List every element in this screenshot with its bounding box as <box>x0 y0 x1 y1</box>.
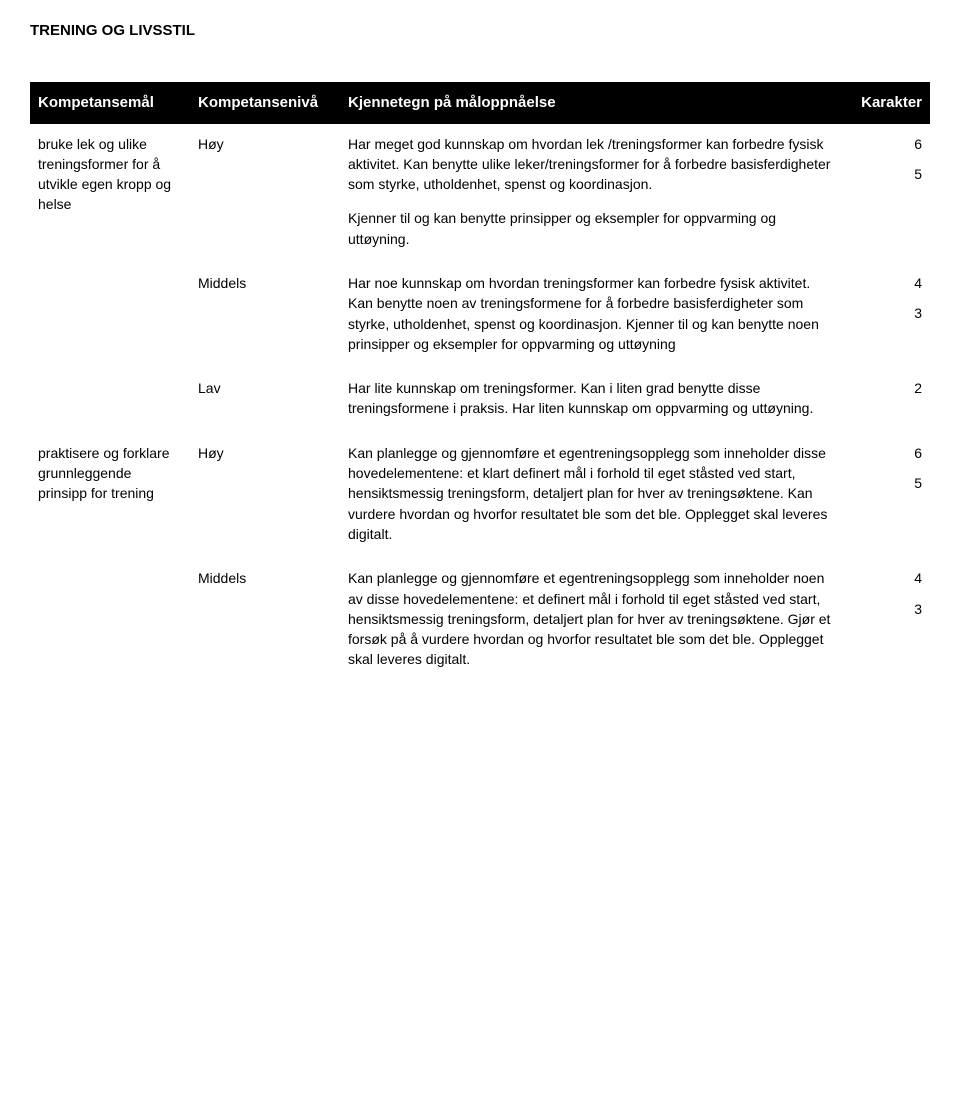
grade-value: 5 <box>848 473 922 493</box>
grade-value: 5 <box>848 164 922 184</box>
desc-para-2: Kjenner til og kan benytte prinsipper og… <box>348 210 776 246</box>
cell-grades: 4 3 <box>840 558 930 683</box>
desc-para-1: Har meget god kunnskap om hvordan lek /t… <box>348 136 830 193</box>
page-title: TRENING OG LIVSSTIL <box>30 20 930 42</box>
desc-para-1: Kan planlegge og gjennomføre et egentren… <box>348 445 827 542</box>
cell-grades: 6 5 <box>840 124 930 263</box>
header-goal: Kompetansemål <box>30 82 190 124</box>
grade-value: 3 <box>848 599 922 619</box>
grade-value: 6 <box>848 443 922 463</box>
cell-goal: praktisere og forklare grunnleggende pri… <box>30 433 190 558</box>
header-desc: Kjennetegn på måloppnåelse <box>340 82 840 124</box>
grade-value: 3 <box>848 303 922 323</box>
cell-level: Middels <box>190 558 340 683</box>
competence-table: Kompetansemål Kompetansenivå Kjennetegn … <box>30 82 930 684</box>
cell-desc: Har meget god kunnskap om hvordan lek /t… <box>340 124 840 263</box>
table-row: bruke lek og ulike treningsformer for å … <box>30 124 930 263</box>
header-level: Kompetansenivå <box>190 82 340 124</box>
table-header-row: Kompetansemål Kompetansenivå Kjennetegn … <box>30 82 930 124</box>
grade-value: 4 <box>848 273 922 293</box>
cell-grades: 6 5 <box>840 433 930 558</box>
cell-desc: Kan planlegge og gjennomføre et egentren… <box>340 558 840 683</box>
desc-para-1: Kan planlegge og gjennomføre et egentren… <box>348 570 830 667</box>
table-row: Middels Har noe kunnskap om hvordan tren… <box>30 263 930 368</box>
table-row: Middels Kan planlegge og gjennomføre et … <box>30 558 930 683</box>
cell-goal <box>30 368 190 433</box>
cell-grades: 4 3 <box>840 263 930 368</box>
grade-value: 6 <box>848 134 922 154</box>
grade-value: 2 <box>848 378 922 398</box>
cell-level: Middels <box>190 263 340 368</box>
cell-level: Høy <box>190 124 340 263</box>
cell-goal <box>30 558 190 683</box>
desc-para-1: Har noe kunnskap om hvordan treningsform… <box>348 275 819 352</box>
cell-goal: bruke lek og ulike treningsformer for å … <box>30 124 190 263</box>
cell-desc: Har lite kunnskap om treningsformer. Kan… <box>340 368 840 433</box>
header-grade: Karakter <box>840 82 930 124</box>
desc-para-1: Har lite kunnskap om treningsformer. Kan… <box>348 380 813 416</box>
cell-goal <box>30 263 190 368</box>
table-row: praktisere og forklare grunnleggende pri… <box>30 433 930 558</box>
cell-grades: 2 <box>840 368 930 433</box>
grade-value: 4 <box>848 568 922 588</box>
cell-level: Høy <box>190 433 340 558</box>
table-row: Lav Har lite kunnskap om treningsformer.… <box>30 368 930 433</box>
cell-desc: Kan planlegge og gjennomføre et egentren… <box>340 433 840 558</box>
cell-level: Lav <box>190 368 340 433</box>
cell-desc: Har noe kunnskap om hvordan treningsform… <box>340 263 840 368</box>
